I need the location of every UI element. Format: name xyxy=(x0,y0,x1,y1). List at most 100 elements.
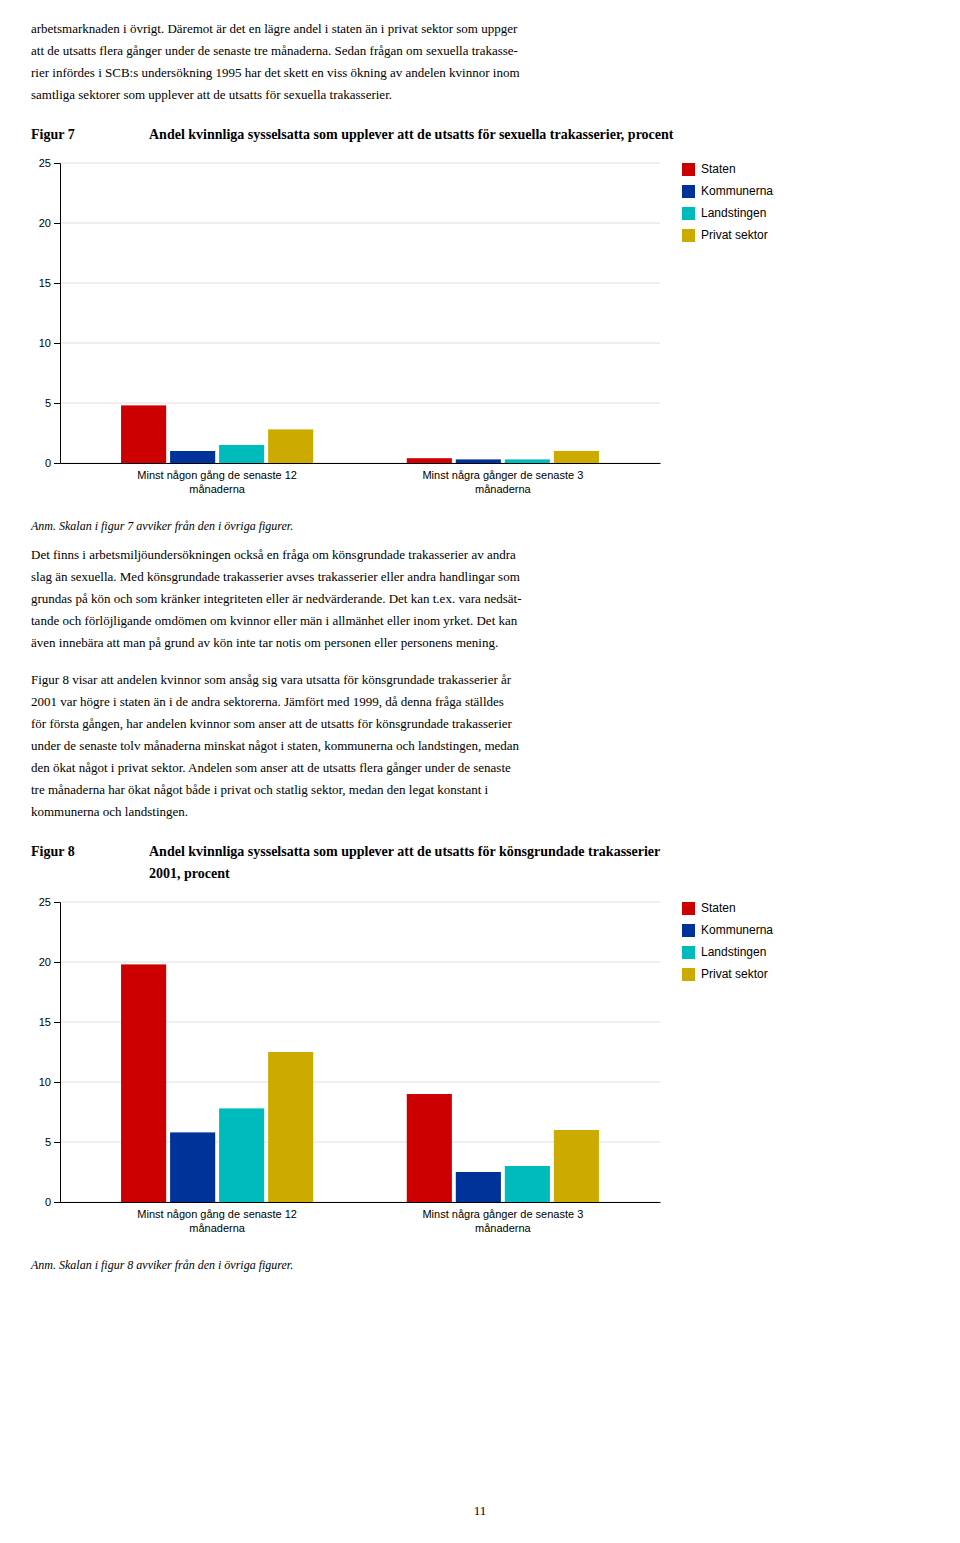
legend-item: Privat sektor xyxy=(682,228,768,242)
tick-label: 20 xyxy=(39,956,51,968)
grid-line xyxy=(60,163,660,164)
legend-item: Staten xyxy=(682,901,736,915)
legend-item: Privat sektor xyxy=(682,967,768,981)
legend-swatch xyxy=(682,968,695,981)
tick: Minst några gånger de senaste 3månaderna xyxy=(422,1208,583,1234)
paragraph: arbetsmarknaden i övrigt. Däremot är det… xyxy=(31,21,520,102)
tick-mark xyxy=(54,1022,60,1023)
tick: Minst någon gång de senaste 12 månaderna xyxy=(137,469,297,495)
bars xyxy=(121,405,599,463)
tick-label-line: Minst någon gång de senaste 12 xyxy=(137,469,297,481)
x-axis: Minst någon gång de senaste 12månadernaM… xyxy=(61,1203,661,1234)
bar xyxy=(554,451,599,463)
grid-line xyxy=(60,902,660,903)
tick: 25 xyxy=(39,157,60,169)
paragraph: Figur 8 visar att andelen kvinnor som an… xyxy=(31,672,520,819)
tick-label-line: månaderna xyxy=(189,1222,246,1234)
figure: Figur 8 Andel kvinnliga sysselsatta som u… xyxy=(30,844,773,1272)
tick-label: 15 xyxy=(39,1016,51,1028)
tick: 10 xyxy=(39,337,60,349)
bar xyxy=(268,429,313,463)
legend-swatch xyxy=(682,207,695,220)
tick: 15 xyxy=(39,1016,60,1028)
axis-line xyxy=(61,1202,661,1203)
bar xyxy=(407,458,452,463)
text-line: tande och förlöjligande omdömen om kvinn… xyxy=(31,613,518,628)
legend-item: Staten xyxy=(682,162,736,176)
tick-label: 25 xyxy=(39,896,51,908)
text-line: slag än sexuella. Med könsgrundade traka… xyxy=(31,569,520,584)
tick-label-line: Minst några gånger de senaste 3 xyxy=(422,1208,583,1220)
tick-mark xyxy=(54,902,60,903)
bar xyxy=(505,1166,550,1202)
legend-label: Landstingen xyxy=(701,206,766,220)
legend-label: Staten xyxy=(701,162,736,176)
tick: 0 xyxy=(45,1196,60,1208)
grid-line xyxy=(60,283,660,284)
tick-label: 15 xyxy=(39,277,51,289)
bar xyxy=(219,1108,264,1202)
bar xyxy=(170,451,215,463)
tick-label-line: månaderna xyxy=(189,483,246,495)
tick-mark xyxy=(54,403,60,404)
figure-label: Figur 8 xyxy=(31,844,75,859)
x-axis: Minst någon gång de senaste 12månadernaM… xyxy=(61,464,661,495)
text-line: arbetsmarknaden i övrigt. Däremot är det… xyxy=(31,21,518,36)
tick-mark xyxy=(54,283,60,284)
legend-swatch xyxy=(682,163,695,176)
text-line: den ökat något i privat sektor. Andelen … xyxy=(31,760,511,775)
tick-mark xyxy=(54,163,60,164)
page: arbetsmarknaden i övrigt. Däremot är det… xyxy=(0,0,960,1543)
bar xyxy=(121,964,166,1202)
legend-swatch xyxy=(682,924,695,937)
legend-swatch xyxy=(682,185,695,198)
tick: 15 xyxy=(39,277,60,289)
bar xyxy=(554,1130,599,1202)
axis-line xyxy=(54,903,61,1203)
bar-series xyxy=(268,429,599,463)
y-axis: 0510152025 xyxy=(39,896,61,1208)
tick-mark xyxy=(54,1202,60,1203)
chart-title: Andel kvinnliga sysselsatta som upplever… xyxy=(149,844,660,859)
tick-mark xyxy=(54,1142,60,1143)
bar xyxy=(456,459,501,463)
bar-series xyxy=(268,1052,599,1202)
tick-label: 25 xyxy=(39,157,51,169)
text-line: grundas på kön och som kränker integrite… xyxy=(31,591,522,606)
bar xyxy=(219,445,264,463)
legend-label: Privat sektor xyxy=(701,967,768,981)
legend: StatenKommunernaLandstingenPrivat sektor xyxy=(682,162,773,242)
tick-label: Minst några gånger de senaste 3månaderna xyxy=(422,469,583,495)
tick: Minst några gånger de senaste 3månaderna xyxy=(422,469,583,495)
legend-swatch xyxy=(682,902,695,915)
tick: 5 xyxy=(45,397,60,409)
tick-label: Minst någon gång de senaste 12 månaderna xyxy=(137,469,297,495)
tick: 25 xyxy=(39,896,60,908)
bar xyxy=(170,1132,215,1202)
y-axis: 0510152025 xyxy=(39,157,61,469)
grid xyxy=(60,902,660,1202)
tick: 20 xyxy=(39,956,60,968)
text-line: Det finns i arbetsmiljöundersökningen oc… xyxy=(31,547,516,562)
text-line: tre månaderna har ökat något både i priv… xyxy=(31,782,489,797)
paragraph: Det finns i arbetsmiljöundersökningen oc… xyxy=(31,547,522,650)
text-line: Figur 8 visar att andelen kvinnor som an… xyxy=(31,672,512,687)
bar-series xyxy=(121,405,452,463)
text-line: för första gången, har andelen kvinnor s… xyxy=(31,716,513,731)
tick-label: 5 xyxy=(45,397,51,409)
grid-line xyxy=(60,343,660,344)
axis-line xyxy=(54,164,61,464)
tick-mark xyxy=(54,962,60,963)
plot: 0510152025Minst någon gång de senaste 12… xyxy=(39,896,661,1234)
plot: 0510152025Minst någon gång de senaste 12… xyxy=(39,157,661,495)
bar xyxy=(407,1094,452,1202)
grid-line xyxy=(60,962,660,963)
tick-label: 10 xyxy=(39,1076,51,1088)
text-line: rier infördes i SCB:s undersökning 1995 … xyxy=(31,65,520,80)
tick-mark xyxy=(54,1082,60,1083)
chart-title: 2001, procent xyxy=(149,866,230,881)
tick-label: 0 xyxy=(45,1196,51,1208)
legend-swatch xyxy=(682,229,695,242)
tick-mark xyxy=(54,463,60,464)
tick-label-line: Minst några gånger de senaste 3 xyxy=(422,469,583,481)
